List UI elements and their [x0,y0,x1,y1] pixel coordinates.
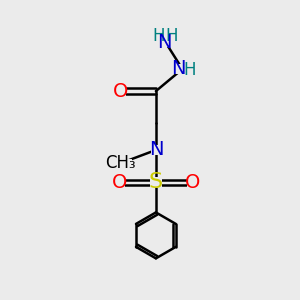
Text: N: N [158,33,172,52]
Bar [115,86,126,96]
Text: H: H [165,27,178,45]
Text: O: O [113,82,128,100]
Bar [151,145,161,155]
Text: O: O [111,173,127,192]
Text: S: S [149,172,163,192]
Bar [153,32,176,41]
Bar [187,178,198,187]
Bar [173,64,192,74]
Bar [110,158,132,168]
Text: H: H [152,27,164,45]
Text: O: O [185,173,200,192]
Bar [113,178,125,187]
Bar [158,38,171,46]
Text: CH₃: CH₃ [105,154,136,172]
Text: N: N [171,59,185,78]
Bar [150,177,162,188]
Text: H: H [184,61,196,79]
Text: N: N [148,140,163,160]
